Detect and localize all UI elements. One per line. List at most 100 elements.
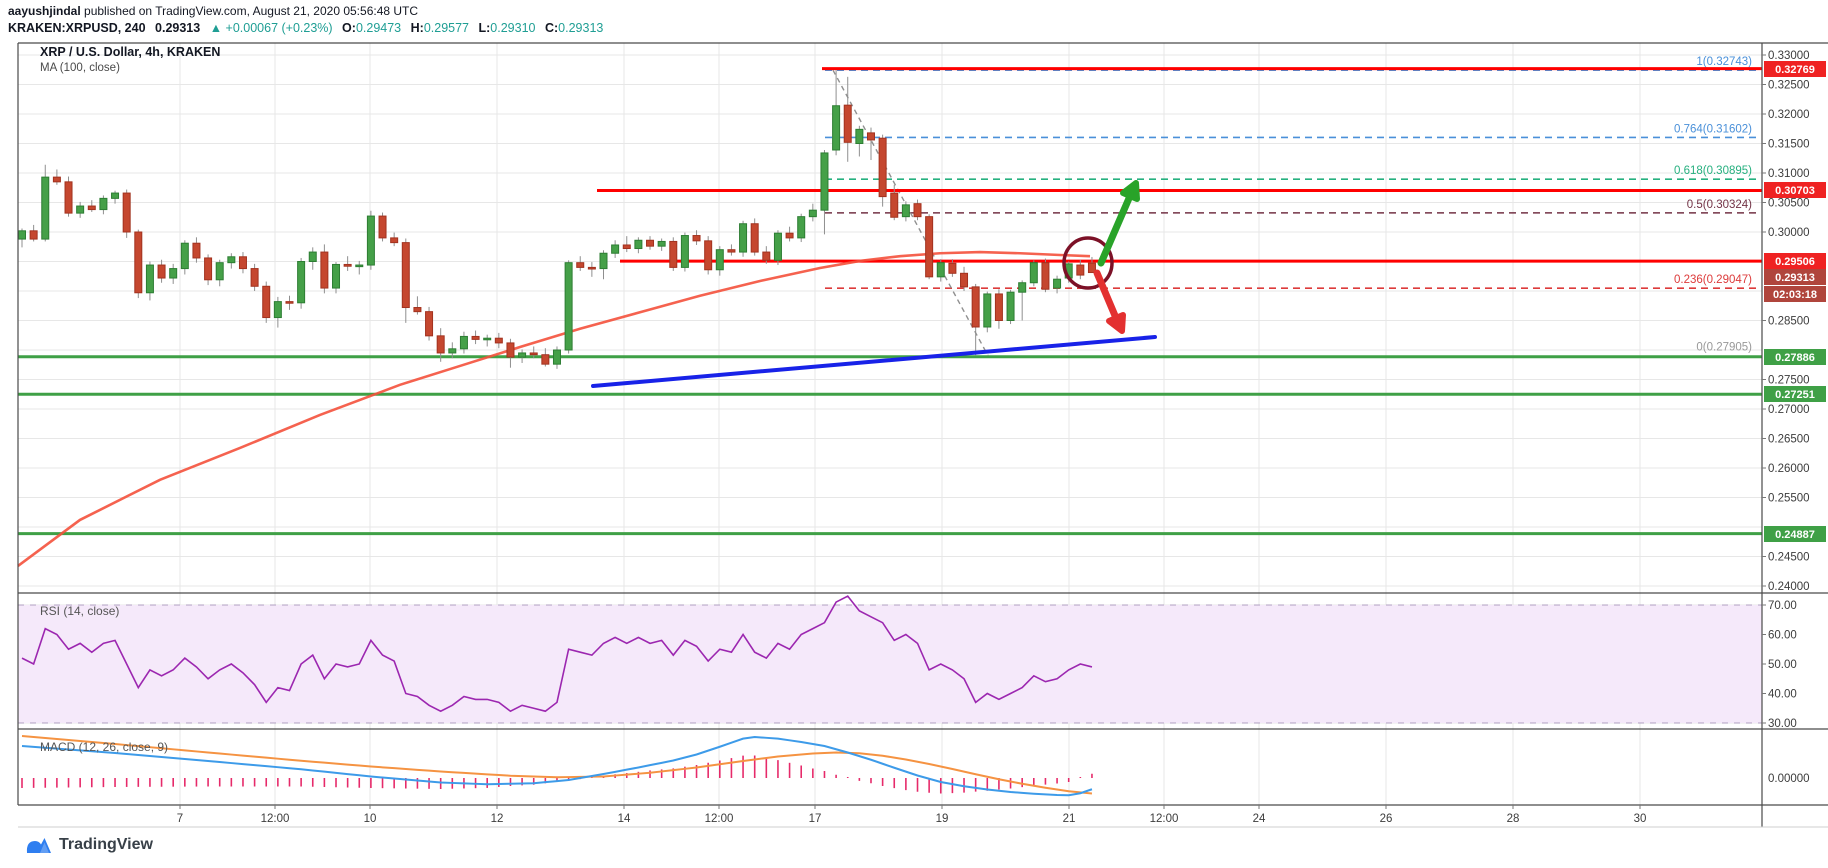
price-badge-label: 0.27886 xyxy=(1775,352,1815,364)
candle-down xyxy=(960,272,969,288)
candle-up xyxy=(680,235,689,268)
high-value: 0.29577 xyxy=(423,21,469,35)
candle-up xyxy=(1018,282,1027,293)
time-tick-label: 26 xyxy=(1380,813,1393,825)
candle-down xyxy=(506,342,515,358)
candle-up xyxy=(355,264,364,268)
candle-down xyxy=(378,215,387,239)
candle-down xyxy=(436,335,445,354)
rsi-tick-label: 60.00 xyxy=(1768,630,1797,642)
price-tick-label: 0.30000 xyxy=(1768,227,1810,239)
candle-down xyxy=(262,285,271,319)
macd-line xyxy=(21,735,1093,797)
ma-line xyxy=(17,250,1091,567)
candle-up xyxy=(518,352,527,358)
time-tick-label: 17 xyxy=(809,813,822,825)
candle-up xyxy=(983,293,992,328)
candle-up xyxy=(1006,291,1015,321)
macd-zero-label: 0.00000 xyxy=(1768,773,1810,785)
rsi-tick-label: 70.00 xyxy=(1768,600,1797,612)
price-tick-label: 0.31500 xyxy=(1768,139,1810,151)
time-tick-label: 21 xyxy=(1063,813,1076,825)
price-tick-label: 0.26000 xyxy=(1768,463,1810,475)
time-axis[interactable]: 7 12:00 10 12 14 12:00 17 19 21 12:00 24 26 28 30 xyxy=(177,805,1647,825)
open-label: O: xyxy=(342,21,356,35)
candle-down xyxy=(29,230,38,240)
candle-down xyxy=(692,235,701,242)
candle-up xyxy=(832,105,841,151)
candle-down xyxy=(494,337,503,344)
candle-down xyxy=(925,216,934,278)
candle-down xyxy=(390,237,399,244)
tradingview-watermark[interactable]: TradingView xyxy=(26,834,153,856)
candle-up xyxy=(169,268,178,279)
candle-up xyxy=(332,263,341,289)
candle-down xyxy=(785,232,794,239)
time-tick-label: 12:00 xyxy=(261,813,290,825)
price-badge-label: 0.30703 xyxy=(1775,185,1815,197)
candle-down xyxy=(971,286,980,328)
fib-level-label: 1(0.32743) xyxy=(1696,56,1752,68)
candle-down xyxy=(122,192,131,233)
author-name: aayushjindal xyxy=(8,4,81,18)
candle-down xyxy=(890,192,899,218)
candle-down xyxy=(285,301,294,304)
fib-level-label: 0.618(0.30895) xyxy=(1674,165,1752,177)
candle-up xyxy=(76,205,85,214)
macd-histogram xyxy=(21,755,1093,794)
candle-up xyxy=(366,215,375,266)
price-badge: 0.27251 xyxy=(1764,386,1826,402)
candle-up xyxy=(552,349,561,365)
candle-down xyxy=(750,223,759,253)
candle-down xyxy=(576,262,585,268)
time-tick-label: 19 xyxy=(936,813,949,825)
candle-down xyxy=(622,244,631,250)
rsi-tick-label: 50.00 xyxy=(1768,659,1797,671)
rsi-tick-label: 30.00 xyxy=(1768,718,1797,730)
price-badge-label: 0.27251 xyxy=(1775,389,1815,401)
symbol-interval: KRAKEN:XRPUSD, 240 xyxy=(8,21,146,35)
candle-down xyxy=(1087,262,1096,274)
candle-up xyxy=(145,264,154,294)
price-tick-label: 0.27500 xyxy=(1768,375,1810,387)
price-tick-label: 0.24500 xyxy=(1768,552,1810,564)
candle-down xyxy=(134,231,143,294)
candle-down xyxy=(843,104,852,143)
candle-up xyxy=(901,204,910,218)
candle-up xyxy=(1053,278,1062,289)
low-value: 0.29310 xyxy=(490,21,536,35)
down-arrow xyxy=(1093,269,1120,322)
candle-down xyxy=(401,242,410,309)
tradingview-logo-text: TradingView xyxy=(59,836,153,853)
candle-down xyxy=(1041,262,1050,290)
low-label: L: xyxy=(478,21,491,35)
candle-down xyxy=(320,251,329,289)
price-tick-label: 0.32000 xyxy=(1768,109,1810,121)
candle-up xyxy=(483,337,492,341)
candle-down xyxy=(866,132,875,141)
price-badge: 0.32769 xyxy=(1764,61,1826,77)
price-axis[interactable]: 0.33000 0.32500 0.32000 0.31500 0.31000 0.305… xyxy=(1762,50,1826,785)
fib-trendline xyxy=(832,69,989,356)
price-badge-bg xyxy=(1764,349,1826,365)
price-tick-label: 0.24000 xyxy=(1768,581,1810,593)
price-tick-label: 0.26500 xyxy=(1768,434,1810,446)
last-price: 0.29313 xyxy=(155,21,201,35)
candle-up xyxy=(808,209,817,218)
candle-up xyxy=(855,128,864,144)
publish-line: aayushjindal published on TradingView.co… xyxy=(8,4,418,18)
time-tick-label: 30 xyxy=(1634,813,1647,825)
candle-down xyxy=(994,293,1003,322)
candle-up xyxy=(41,176,50,240)
candle-up xyxy=(180,242,189,270)
price-badge-bg xyxy=(1764,269,1826,285)
time-tick-label: 10 xyxy=(364,813,377,825)
time-tick-label: 12:00 xyxy=(705,813,734,825)
candle-up xyxy=(634,239,643,250)
price-badge: 0.30703 xyxy=(1764,182,1826,198)
candle-down xyxy=(425,311,434,337)
price-badge-label: 0.32769 xyxy=(1775,64,1815,76)
candle-down xyxy=(704,240,713,271)
candle-down xyxy=(669,240,678,268)
